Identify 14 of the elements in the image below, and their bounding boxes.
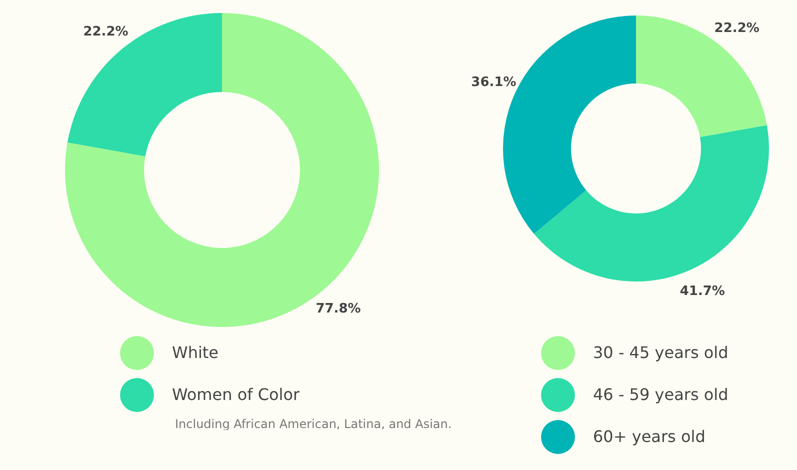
donut-slice xyxy=(67,13,222,156)
donut-slice xyxy=(534,125,769,282)
legend-label: 30 - 45 years old xyxy=(593,343,728,362)
legend-label: 46 - 59 years old xyxy=(593,385,728,404)
legend-label: Women of Color xyxy=(172,385,300,404)
legend-label: 60+ years old xyxy=(593,427,706,446)
donut-slice xyxy=(65,13,379,327)
donut-slice xyxy=(636,16,767,138)
data-label: 22.2% xyxy=(83,24,128,40)
data-label: 41.7% xyxy=(680,284,725,299)
data-label: 77.8% xyxy=(316,302,361,317)
data-label: 22.2% xyxy=(714,21,760,36)
data-label: 36.1% xyxy=(471,75,516,90)
legend-label: White xyxy=(172,343,219,362)
